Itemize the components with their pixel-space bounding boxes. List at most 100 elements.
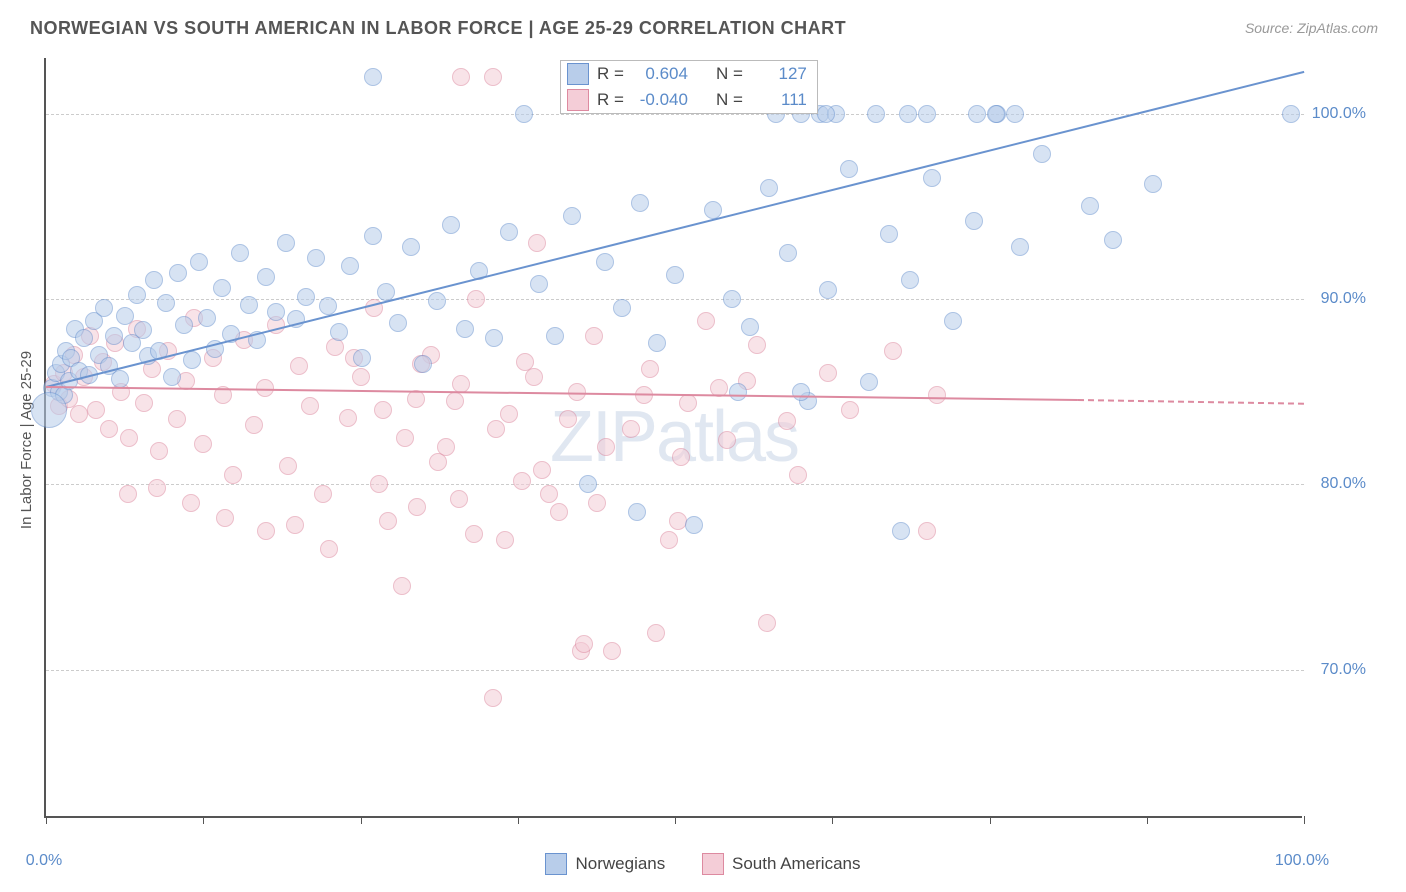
data-point-south_americans <box>301 397 319 415</box>
data-point-south_americans <box>148 479 166 497</box>
data-point-south_americans <box>513 472 531 490</box>
data-point-south_americans <box>487 420 505 438</box>
n-value-norwegians: 127 <box>751 64 807 84</box>
data-point-norwegians <box>128 286 146 304</box>
data-point-norwegians <box>231 244 249 262</box>
data-point-south_americans <box>550 503 568 521</box>
data-point-south_americans <box>496 531 514 549</box>
data-point-south_americans <box>588 494 606 512</box>
data-point-south_americans <box>669 512 687 530</box>
data-point-south_americans <box>194 435 212 453</box>
data-point-norwegians <box>648 334 666 352</box>
data-point-south_americans <box>778 412 796 430</box>
r-value-norwegians: 0.604 <box>632 64 688 84</box>
data-point-norwegians <box>1081 197 1099 215</box>
data-point-norwegians <box>685 516 703 534</box>
data-point-norwegians <box>402 238 420 256</box>
trend-line <box>46 71 1304 388</box>
trend-line <box>1078 399 1304 405</box>
data-point-norwegians <box>840 160 858 178</box>
x-tick <box>1304 816 1305 824</box>
legend-item-south-americans: South Americans <box>702 853 861 875</box>
data-point-norwegians <box>515 105 533 123</box>
data-point-norwegians <box>307 249 325 267</box>
data-point-south_americans <box>150 442 168 460</box>
data-point-south_americans <box>374 401 392 419</box>
data-point-south_americans <box>429 453 447 471</box>
data-point-norwegians <box>364 227 382 245</box>
data-point-norwegians <box>134 321 152 339</box>
x-tick <box>1147 816 1148 824</box>
data-point-south_americans <box>168 410 186 428</box>
data-point-norwegians <box>169 264 187 282</box>
data-point-south_americans <box>928 386 946 404</box>
r-label: R = <box>597 90 624 110</box>
data-point-south_americans <box>370 475 388 493</box>
legend-item-norwegians: Norwegians <box>545 853 665 875</box>
data-point-norwegians <box>1144 175 1162 193</box>
legend-swatch-south-americans <box>702 853 724 875</box>
data-point-norwegians <box>163 368 181 386</box>
data-point-south_americans <box>484 68 502 86</box>
data-point-south_americans <box>679 394 697 412</box>
data-point-south_americans <box>718 431 736 449</box>
data-point-norwegians <box>579 475 597 493</box>
data-point-norwegians <box>111 370 129 388</box>
watermark-text: ZIP <box>550 397 656 477</box>
data-point-norwegians <box>613 299 631 317</box>
data-point-norwegians <box>892 522 910 540</box>
data-point-south_americans <box>135 394 153 412</box>
data-point-south_americans <box>100 420 118 438</box>
data-point-south_americans <box>559 410 577 428</box>
data-point-norwegians <box>485 329 503 347</box>
legend: Norwegians South Americans <box>0 853 1406 880</box>
x-tick-label: 0.0% <box>26 852 62 870</box>
data-point-norwegians <box>330 323 348 341</box>
x-tick <box>990 816 991 824</box>
data-point-south_americans <box>533 461 551 479</box>
x-tick <box>518 816 519 824</box>
data-point-norwegians <box>899 105 917 123</box>
data-point-south_americans <box>884 342 902 360</box>
data-point-south_americans <box>585 327 603 345</box>
data-point-norwegians <box>500 223 518 241</box>
data-point-norwegians <box>145 271 163 289</box>
data-point-south_americans <box>575 635 593 653</box>
data-point-south_americans <box>379 512 397 530</box>
data-point-south_americans <box>396 429 414 447</box>
data-point-norwegians <box>546 327 564 345</box>
data-point-norwegians <box>213 279 231 297</box>
data-point-south_americans <box>408 498 426 516</box>
correlation-chart: NORWEGIAN VS SOUTH AMERICAN IN LABOR FOR… <box>0 0 1406 892</box>
data-point-norwegians <box>530 275 548 293</box>
data-point-south_americans <box>182 494 200 512</box>
data-point-norwegians <box>723 290 741 308</box>
data-point-south_americans <box>245 416 263 434</box>
data-point-norwegians <box>631 194 649 212</box>
stats-row-south-americans: R = -0.040 N = 111 <box>561 87 817 113</box>
data-point-norwegians <box>198 309 216 327</box>
y-tick-label: 90.0% <box>1310 290 1366 308</box>
data-point-norwegians <box>414 355 432 373</box>
data-point-norwegians <box>729 383 747 401</box>
data-point-south_americans <box>320 540 338 558</box>
data-point-south_americans <box>446 392 464 410</box>
legend-label-south-americans: South Americans <box>732 854 861 874</box>
data-point-norwegians <box>918 105 936 123</box>
data-point-south_americans <box>758 614 776 632</box>
data-point-south_americans <box>393 577 411 595</box>
data-point-south_americans <box>119 485 137 503</box>
y-tick-label: 80.0% <box>1310 475 1366 493</box>
data-point-south_americans <box>603 642 621 660</box>
data-point-south_americans <box>120 429 138 447</box>
data-point-norwegians <box>267 303 285 321</box>
source-label: Source: ZipAtlas.com <box>1245 20 1378 36</box>
data-point-norwegians <box>1011 238 1029 256</box>
data-point-south_americans <box>597 438 615 456</box>
y-axis-label: In Labor Force | Age 25-29 <box>18 351 35 529</box>
data-point-south_americans <box>540 485 558 503</box>
data-point-south_americans <box>647 624 665 642</box>
data-point-south_americans <box>528 234 546 252</box>
data-point-south_americans <box>257 522 275 540</box>
data-point-south_americans <box>841 401 859 419</box>
